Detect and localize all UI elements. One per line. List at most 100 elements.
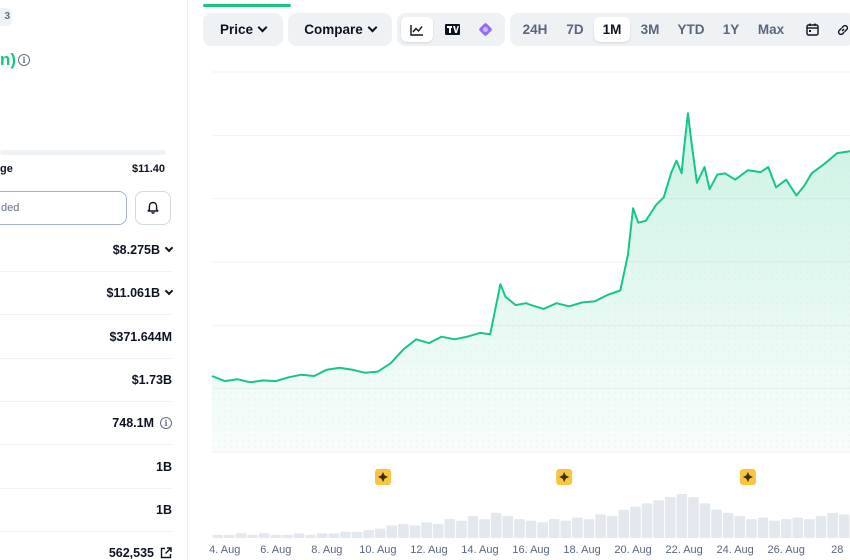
stat-value: $1.73B: [132, 373, 172, 387]
stat-row: 1B: [0, 446, 172, 489]
stat-value: $8.275B: [112, 243, 174, 257]
stat-value-text: 748.1M: [112, 416, 154, 431]
compare-dropdown-label: Compare: [304, 22, 363, 37]
volume-bar: [258, 533, 270, 538]
active-tab-indicator: [203, 4, 291, 7]
price-dropdown-label: Price: [219, 22, 254, 37]
x-tick-label: 4. Aug: [209, 544, 240, 556]
range-button-7d[interactable]: 7D: [566, 22, 584, 37]
price-dropdown[interactable]: [203, 13, 283, 46]
volume-bar: [757, 517, 769, 538]
sparkle-icon: [559, 472, 570, 482]
stat-value-text: $371.644M: [109, 329, 172, 344]
stat-value-text: 562,535: [108, 546, 154, 560]
volume-bar: [664, 497, 676, 538]
event-marker[interactable]: [374, 469, 391, 485]
volume-bar: [630, 506, 641, 538]
tradingview-button[interactable]: [437, 13, 467, 46]
x-tick-label: 26. Aug: [768, 544, 805, 556]
info-icon[interactable]: i: [18, 54, 30, 66]
calendar-icon: [805, 23, 819, 36]
volume-bar: [804, 519, 815, 538]
x-tick-label: 14. Aug: [461, 544, 498, 556]
stat-value-text: 1B: [156, 459, 172, 474]
volume-bar: [699, 503, 711, 538]
volume-bar: [479, 519, 490, 538]
compare-dropdown[interactable]: [288, 13, 392, 46]
range-button-max[interactable]: Max: [757, 22, 785, 37]
range-button-3m[interactable]: 3M: [640, 22, 660, 37]
event-marker[interactable]: [739, 469, 756, 485]
diamond-icon: [478, 23, 492, 36]
watchlist-input[interactable]: ded: [0, 191, 127, 225]
range-button-24h[interactable]: 24H: [522, 22, 548, 37]
stats-panel: 3 n) i ge $11.40 ded $8.275B $11.061B $371…: [0, 0, 188, 560]
external-link-icon[interactable]: [160, 547, 172, 559]
x-tick-label: 8. Aug: [311, 544, 342, 556]
volume-bar: [514, 519, 525, 538]
volume-bar: [421, 522, 432, 538]
volume-bar: [386, 525, 398, 538]
info-icon[interactable]: i: [160, 417, 172, 430]
range-button-1y[interactable]: 1Y: [722, 22, 740, 37]
stat-row: $1.73B: [0, 359, 172, 402]
x-tick-label: 22. Aug: [665, 544, 702, 556]
volume-bar: [502, 516, 514, 538]
volume-bar: [525, 520, 537, 538]
x-tick-label: 10. Aug: [359, 544, 396, 556]
volume-bar: [305, 534, 316, 538]
volume-bar: [560, 520, 572, 538]
volume-bar: [548, 519, 560, 538]
stat-value: 1B: [156, 460, 172, 474]
volume-bar: [363, 530, 374, 538]
volume-bar: [688, 497, 699, 538]
volume-bar: [676, 494, 688, 538]
volume-bar: [456, 520, 467, 538]
price-range-label: ge: [0, 163, 13, 175]
date-picker-button[interactable]: [798, 13, 826, 46]
rank-badge: 3: [0, 8, 12, 26]
stat-value: 1B: [156, 503, 172, 517]
price-change-value: n): [0, 50, 17, 69]
stat-value-text: $8.275B: [112, 243, 160, 257]
stat-row: 748.1M i: [0, 402, 172, 446]
sparkle-icon: [377, 472, 388, 482]
x-tick-label: 28: [831, 544, 843, 556]
volume-bar: [328, 533, 340, 538]
stat-row[interactable]: $8.275B: [0, 229, 174, 272]
volume-bar: [722, 512, 734, 538]
share-link-button[interactable]: [830, 13, 850, 46]
volume-bar: [490, 512, 502, 538]
volume-bar: [374, 528, 386, 538]
volume-bar: [769, 520, 780, 538]
volume-bar: [606, 516, 618, 538]
compare-dropdown-button[interactable]: Compare: [288, 13, 392, 46]
price-dropdown-button[interactable]: Price: [203, 13, 283, 46]
stat-row: $371.644M: [0, 316, 172, 359]
stat-value: 748.1M i: [112, 416, 172, 430]
sparkle-icon: [742, 472, 753, 482]
event-marker[interactable]: [556, 469, 573, 485]
volume-bar: [572, 517, 583, 538]
volume-bar: [432, 523, 444, 538]
volume-bar: [537, 522, 548, 538]
volume-bar: [212, 534, 224, 538]
stat-row[interactable]: $11.061B: [0, 272, 174, 316]
volume-bar: [815, 516, 827, 538]
volume-bar: [653, 500, 664, 538]
x-tick-label: 18. Aug: [563, 544, 600, 556]
stat-value-text: $1.73B: [131, 372, 172, 387]
range-button-1m[interactable]: 1M: [594, 17, 630, 42]
volume-bar: [746, 519, 757, 538]
volume-bar: [270, 534, 282, 538]
price-area-texture: [212, 113, 850, 452]
bell-icon: [147, 201, 159, 214]
diamond-button[interactable]: [470, 13, 500, 46]
price-alert-button[interactable]: [135, 191, 171, 225]
range-button-ytd[interactable]: YTD: [677, 22, 705, 37]
stat-value: $371.644M: [109, 330, 172, 344]
price-range-high: $11.40: [131, 163, 165, 175]
line-chart-button[interactable]: [401, 17, 433, 42]
tradingview-icon: [444, 24, 460, 35]
